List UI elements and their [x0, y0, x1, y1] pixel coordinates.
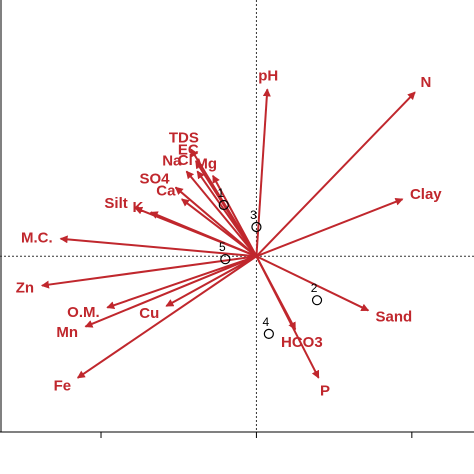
vector-arrow-sand [255, 255, 370, 312]
vector-arrow-mn [84, 255, 257, 328]
vector-label-sand: Sand [376, 309, 413, 326]
vector-label-so4: SO4 [140, 170, 171, 187]
vector-arrow-clay [256, 197, 404, 258]
site-point-2 [311, 295, 323, 306]
vector-label-cl: Cl [178, 152, 193, 169]
vector-label-silt: Silt [104, 195, 127, 212]
vector-label-k: K [133, 199, 144, 216]
vector-label-mg: Mg [195, 155, 217, 172]
site-label-3: 3 [250, 208, 257, 222]
vector-arrow-cl [196, 170, 258, 257]
vector-label-hco3: HCO3 [281, 334, 323, 351]
vector-arrow-mg [212, 174, 258, 257]
site-point-5 [220, 254, 231, 265]
vector-arrow-n [255, 91, 416, 257]
vector-arrow-cu [165, 255, 257, 307]
vector-label-zn: Zn [16, 279, 34, 296]
site-label-4: 4 [263, 315, 270, 329]
vector-label-clay: Clay [410, 186, 442, 203]
site-point-4 [263, 328, 274, 339]
site-label-1: 1 [217, 186, 224, 200]
vector-arrow-m-c [59, 235, 257, 258]
vector-arrow-zn [40, 255, 257, 289]
vector-label-tds: TDS [169, 129, 199, 146]
site-point-1 [218, 199, 229, 211]
vector-label-na: Na [162, 153, 182, 170]
vector-label-o-m: O.M. [67, 304, 100, 321]
vector-arrow-o-m [106, 255, 257, 310]
vector-label-ec: EC [178, 141, 199, 158]
vector-arrow-ph [255, 88, 271, 257]
vector-label-p: P [320, 382, 330, 399]
vector-label-m-c: M.C. [21, 229, 53, 246]
vector-arrow-ca [181, 198, 258, 258]
vector-label-cu: Cu [139, 305, 159, 322]
vector-label-ca: Ca [156, 183, 176, 200]
vector-label-fe: Fe [54, 378, 72, 395]
vector-arrow-p [255, 255, 320, 379]
site-label-2: 2 [311, 281, 318, 295]
site-label-5: 5 [219, 240, 226, 254]
vector-label-ph: pH [258, 67, 278, 84]
vector-arrow-na [185, 170, 258, 257]
vector-arrow-fe [76, 255, 257, 379]
site-point-3 [251, 221, 262, 233]
vector-label-n: N [421, 74, 432, 91]
vector-arrow-k [149, 211, 257, 258]
vector-label-mn: Mn [56, 324, 78, 341]
